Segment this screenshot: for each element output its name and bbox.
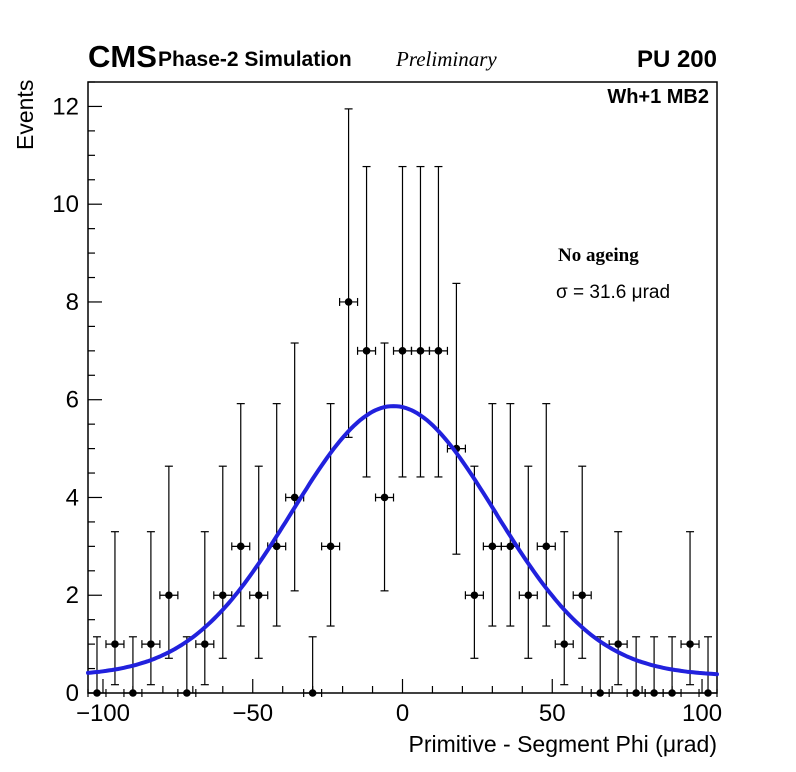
- data-point-marker: [524, 591, 533, 600]
- y-tick-label: 6: [66, 387, 79, 414]
- data-point-marker: [596, 689, 604, 697]
- data-point-marker: [614, 640, 622, 648]
- data-point-marker: [506, 542, 515, 551]
- x-tick-label: −100: [76, 700, 130, 727]
- data-point-marker: [344, 298, 353, 306]
- x-tick-label: 0: [396, 700, 409, 727]
- data-point-marker: [704, 689, 712, 697]
- data-point-marker: [416, 347, 425, 355]
- data-point-marker: [362, 347, 371, 355]
- data-point-marker: [272, 542, 281, 551]
- data-point-marker: [542, 542, 551, 551]
- data-point-marker: [560, 640, 569, 648]
- gaussian-fit-curve: [86, 404, 719, 677]
- wheel-station-label: Wh+1 MB2: [607, 86, 709, 108]
- data-point-marker: [686, 640, 694, 648]
- y-tick-label: 8: [66, 289, 79, 316]
- data-point-marker: [488, 542, 497, 551]
- pileup-label: PU 200: [637, 46, 717, 73]
- data-point-marker: [129, 689, 137, 697]
- data-point-marker: [236, 542, 245, 551]
- x-axis-title: Primitive - Segment Phi (μrad): [408, 731, 717, 757]
- data-point-marker: [578, 591, 587, 600]
- legend-title: No ageing: [558, 245, 639, 266]
- data-point-marker: [218, 591, 227, 600]
- y-tick-label: 10: [52, 191, 79, 218]
- simulation-subtitle: Phase-2 Simulation: [158, 48, 352, 71]
- data-point-marker: [165, 591, 173, 600]
- data-point-marker: [434, 347, 443, 355]
- x-tick-label: 50: [539, 700, 566, 727]
- data-point-marker: [147, 640, 155, 648]
- data-point-marker: [326, 542, 335, 551]
- legend-sigma-value: σ = 31.6 μrad: [556, 282, 670, 303]
- experiment-label: CMS: [88, 39, 157, 74]
- data-point-marker: [308, 689, 317, 697]
- preliminary-label: Preliminary: [395, 47, 497, 71]
- y-axis-title: Events: [12, 80, 38, 150]
- data-point-marker: [470, 591, 479, 600]
- y-tick-label: 2: [66, 582, 79, 609]
- x-tick-label: −50: [232, 700, 273, 727]
- data-point-marker: [93, 689, 101, 697]
- data-point-marker: [632, 689, 640, 697]
- x-tick-label: 100: [682, 700, 722, 727]
- y-tick-label: 4: [66, 484, 79, 511]
- data-point-marker: [398, 347, 407, 355]
- data-point-marker: [111, 640, 119, 648]
- data-point-marker: [201, 640, 209, 648]
- data-point-marker: [650, 689, 658, 697]
- data-point-marker: [183, 689, 191, 697]
- data-point-marker: [254, 591, 263, 600]
- y-tick-label: 12: [52, 93, 79, 120]
- plot-area: −100 −50 0 50 100 0 2 4 6 8 10 12: [52, 81, 722, 727]
- data-point-marker: [668, 689, 676, 697]
- data-point-marker: [290, 493, 299, 502]
- data-point-marker: [380, 493, 389, 502]
- y-tick-label: 0: [66, 680, 79, 707]
